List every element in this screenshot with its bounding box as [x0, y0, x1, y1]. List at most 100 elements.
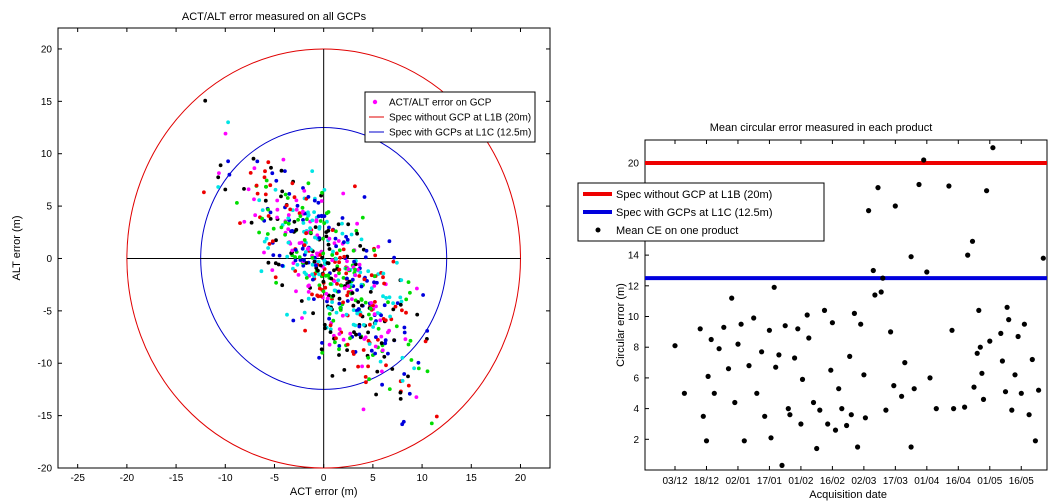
- left-data-point: [310, 272, 315, 277]
- left-data-point: [393, 304, 398, 309]
- right-data-point: [795, 326, 801, 332]
- left-data-point: [346, 267, 351, 272]
- left-data-point: [268, 183, 273, 188]
- left-data-point: [306, 210, 310, 215]
- right-data-point: [976, 307, 982, 313]
- left-data-point: [363, 375, 368, 379]
- left-data-point: [364, 380, 368, 385]
- right-x-tick-label: 16/04: [946, 476, 971, 487]
- left-data-point: [372, 312, 377, 317]
- left-data-point: [344, 271, 349, 276]
- right-data-point: [872, 292, 878, 298]
- left-y-tick-label: -5: [43, 306, 52, 317]
- left-data-point: [266, 160, 271, 165]
- left-data-point: [292, 195, 297, 200]
- left-data-point: [326, 242, 331, 247]
- left-data-point: [316, 214, 321, 219]
- left-data-point: [316, 259, 321, 264]
- left-data-point: [337, 327, 342, 331]
- left-data-point: [341, 247, 346, 252]
- left-data-point: [360, 215, 365, 220]
- left-data-point: [360, 364, 364, 369]
- left-data-point: [345, 293, 350, 298]
- left-data-point: [312, 297, 316, 301]
- left-data-point: [296, 217, 300, 222]
- left-data-point: [279, 194, 283, 199]
- left-data-point: [400, 378, 405, 383]
- left-data-point: [351, 248, 356, 253]
- left-data-point: [324, 234, 329, 239]
- left-data-point: [344, 234, 348, 239]
- left-data-point: [310, 292, 314, 297]
- left-data-point: [301, 186, 305, 190]
- right-legend-label-l1b: Spec without GCP at L1B (20m): [616, 189, 772, 201]
- left-y-tick-label: 20: [41, 44, 53, 55]
- left-data-point: [252, 166, 257, 171]
- left-data-point: [263, 192, 268, 197]
- left-x-tick-label: 15: [466, 473, 478, 484]
- left-data-point: [330, 374, 335, 378]
- left-data-point: [394, 324, 399, 329]
- left-data-point: [357, 324, 362, 329]
- left-data-point: [408, 290, 412, 295]
- left-data-point: [395, 260, 399, 265]
- right-data-point: [804, 312, 810, 318]
- left-data-point: [273, 261, 278, 266]
- left-data-point: [347, 279, 352, 284]
- left-data-point: [334, 310, 339, 315]
- right-data-point: [751, 315, 757, 321]
- left-data-point: [323, 326, 327, 331]
- left-data-point: [367, 342, 372, 346]
- right-data-point: [951, 406, 957, 412]
- left-x-tick-label: -20: [120, 473, 135, 484]
- right-plot-frame: [644, 139, 1048, 471]
- left-data-point: [330, 228, 335, 233]
- left-data-point: [328, 282, 333, 286]
- left-data-point: [387, 387, 392, 391]
- right-data-point: [880, 275, 886, 281]
- right-y-tick-label: 20: [628, 159, 640, 170]
- right-x-tick-label: 18/12: [694, 476, 719, 487]
- left-data-point: [301, 218, 305, 222]
- right-data-point: [977, 344, 983, 350]
- left-data-point: [335, 282, 339, 286]
- right-data-point: [1018, 390, 1024, 396]
- left-data-point: [334, 244, 338, 249]
- right-data-point: [998, 330, 1004, 336]
- right-data-point: [741, 438, 747, 444]
- left-data-point: [391, 307, 396, 312]
- left-data-point: [262, 239, 267, 244]
- right-data-point: [858, 321, 864, 327]
- left-data-point: [390, 367, 395, 371]
- left-data-point: [404, 310, 408, 315]
- right-data-point: [798, 421, 804, 427]
- right-legend-box: [577, 182, 825, 242]
- left-x-tick-label: 20: [515, 473, 527, 484]
- left-data-point: [332, 288, 337, 293]
- left-data-point: [318, 219, 323, 223]
- left-data-point: [303, 250, 308, 254]
- left-x-axis-label: ACT error (m): [290, 486, 358, 498]
- left-data-point: [311, 277, 315, 282]
- right-data-point: [927, 375, 933, 381]
- left-data-point: [331, 249, 335, 254]
- right-data-point: [883, 407, 889, 413]
- left-data-point: [216, 175, 221, 180]
- right-x-axis-label: Acquisition date: [809, 489, 887, 501]
- right-data-point: [825, 421, 831, 427]
- left-data-point: [350, 277, 355, 282]
- right-data-point: [716, 346, 722, 352]
- left-y-tick-label: -20: [38, 464, 53, 475]
- left-data-point: [288, 207, 293, 212]
- left-data-point: [337, 301, 342, 306]
- right-data-point: [888, 329, 894, 335]
- left-data-point: [317, 355, 321, 360]
- left-data-point: [320, 255, 325, 260]
- left-data-point: [277, 253, 282, 258]
- left-data-point: [392, 255, 396, 260]
- right-data-point: [806, 335, 812, 341]
- left-data-point: [337, 267, 342, 272]
- left-data-point: [255, 191, 260, 196]
- left-data-point: [317, 283, 322, 288]
- left-data-point: [330, 258, 335, 263]
